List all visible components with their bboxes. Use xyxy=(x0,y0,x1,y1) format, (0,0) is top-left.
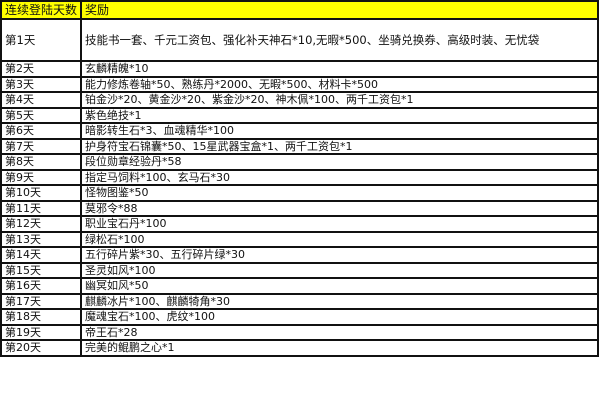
table-row: 第3天 能力修炼卷轴*50、熟练丹*2000、无暇*500、材料卡*500 xyxy=(0,75,599,93)
table-row: 第19天 帝王石*28 xyxy=(0,323,599,341)
table-row: 第2天 玄麟精魄*10 xyxy=(0,60,599,78)
table-row: 第5天 紫色绝技*1 xyxy=(0,106,599,124)
day-cell: 第16天 xyxy=(0,277,82,295)
reward-cell: 能力修炼卷轴*50、熟练丹*2000、无暇*500、材料卡*500 xyxy=(80,75,599,93)
table-row: 第9天 指定马饲料*100、玄马石*30 xyxy=(0,168,599,186)
table-row: 第20天 完美的鲲鹏之心*1 xyxy=(0,339,599,357)
table-header-row: 连续登陆天数 奖励 xyxy=(0,0,599,20)
day-cell: 第18天 xyxy=(0,308,82,326)
reward-cell: 五行碎片紫*30、五行碎片绿*30 xyxy=(80,246,599,264)
reward-cell: 暗影转生石*3、血魂精华*100 xyxy=(80,122,599,140)
reward-cell: 指定马饲料*100、玄马石*30 xyxy=(80,168,599,186)
day-cell: 第9天 xyxy=(0,168,82,186)
table-row: 第13天 绿松石*100 xyxy=(0,230,599,248)
header-days: 连续登陆天数 xyxy=(0,0,82,20)
day-cell: 第11天 xyxy=(0,199,82,217)
table-row: 第12天 职业宝石丹*100 xyxy=(0,215,599,233)
day-cell: 第14天 xyxy=(0,246,82,264)
day-cell: 第2天 xyxy=(0,60,82,78)
reward-cell: 段位勋章经验丹*58 xyxy=(80,153,599,171)
table-row: 第14天 五行碎片紫*30、五行碎片绿*30 xyxy=(0,246,599,264)
table-row: 第1天 技能书一套、千元工资包、强化补天神石*10,无暇*500、坐骑兑换券、高级… xyxy=(0,18,599,62)
day-cell: 第12天 xyxy=(0,215,82,233)
reward-cell: 玄麟精魄*10 xyxy=(80,60,599,78)
reward-cell: 幽冥如风*50 xyxy=(80,277,599,295)
reward-cell: 莫邪令*88 xyxy=(80,199,599,217)
reward-cell: 麒麟冰片*100、麒麟犄角*30 xyxy=(80,292,599,310)
day-cell: 第17天 xyxy=(0,292,82,310)
table-row: 第15天 圣灵如风*100 xyxy=(0,261,599,279)
login-reward-table: 连续登陆天数 奖励 第1天 技能书一套、千元工资包、强化补天神石*10,无暇*50… xyxy=(0,0,599,357)
reward-cell: 完美的鲲鹏之心*1 xyxy=(80,339,599,357)
day-cell: 第3天 xyxy=(0,75,82,93)
day-cell: 第5天 xyxy=(0,106,82,124)
reward-cell: 技能书一套、千元工资包、强化补天神石*10,无暇*500、坐骑兑换券、高级时装、… xyxy=(80,18,599,62)
day-cell: 第13天 xyxy=(0,230,82,248)
day-cell: 第10天 xyxy=(0,184,82,202)
day-cell: 第7天 xyxy=(0,137,82,155)
reward-cell: 绿松石*100 xyxy=(80,230,599,248)
reward-cell: 铂金沙*20、黄金沙*20、紫金沙*20、神木佩*100、两千工资包*1 xyxy=(80,91,599,109)
table-row: 第17天 麒麟冰片*100、麒麟犄角*30 xyxy=(0,292,599,310)
table-row: 第18天 魔魂宝石*100、虎纹*100 xyxy=(0,308,599,326)
reward-cell: 圣灵如风*100 xyxy=(80,261,599,279)
header-reward: 奖励 xyxy=(80,0,599,20)
day-cell: 第15天 xyxy=(0,261,82,279)
table-row: 第16天 幽冥如风*50 xyxy=(0,277,599,295)
reward-cell: 紫色绝技*1 xyxy=(80,106,599,124)
day-cell: 第20天 xyxy=(0,339,82,357)
day-cell: 第4天 xyxy=(0,91,82,109)
reward-cell: 魔魂宝石*100、虎纹*100 xyxy=(80,308,599,326)
day-cell: 第19天 xyxy=(0,323,82,341)
reward-cell: 帝王石*28 xyxy=(80,323,599,341)
table-row: 第11天 莫邪令*88 xyxy=(0,199,599,217)
table-row: 第4天 铂金沙*20、黄金沙*20、紫金沙*20、神木佩*100、两千工资包*1 xyxy=(0,91,599,109)
reward-cell: 护身符宝石锦囊*50、15星武器宝盒*1、两千工资包*1 xyxy=(80,137,599,155)
day-cell: 第8天 xyxy=(0,153,82,171)
table-row: 第7天 护身符宝石锦囊*50、15星武器宝盒*1、两千工资包*1 xyxy=(0,137,599,155)
table-row: 第6天 暗影转生石*3、血魂精华*100 xyxy=(0,122,599,140)
table-row: 第8天 段位勋章经验丹*58 xyxy=(0,153,599,171)
day-cell: 第1天 xyxy=(0,18,82,62)
reward-cell: 怪物图鉴*50 xyxy=(80,184,599,202)
day-cell: 第6天 xyxy=(0,122,82,140)
reward-cell: 职业宝石丹*100 xyxy=(80,215,599,233)
table-row: 第10天 怪物图鉴*50 xyxy=(0,184,599,202)
